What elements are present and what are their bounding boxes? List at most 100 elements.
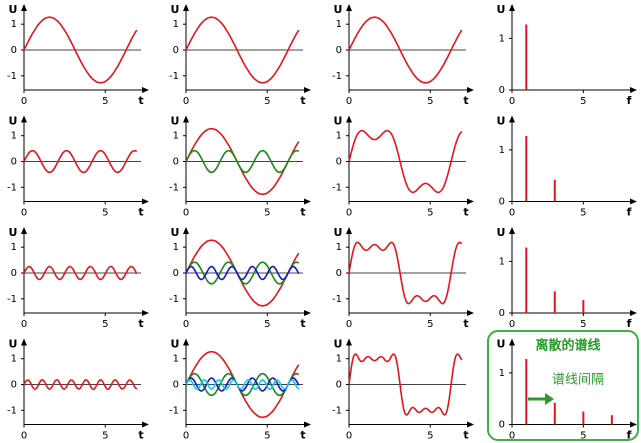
x-axis-arrow xyxy=(630,87,637,93)
line xyxy=(23,149,138,174)
x-axis-label: t xyxy=(300,206,305,219)
x-axis-arrow xyxy=(467,421,474,428)
y-axis-label: U xyxy=(9,226,18,239)
x-axis-arrow xyxy=(630,421,637,428)
y-axis-arrow xyxy=(346,338,352,346)
y-axis-arrow xyxy=(183,227,189,234)
y-tick-label: -1 xyxy=(7,71,17,82)
y-tick-label: -1 xyxy=(169,405,179,416)
y-tick-label: 0 xyxy=(173,268,179,279)
x-axis-arrow xyxy=(142,198,149,205)
y-tick-label: -1 xyxy=(7,294,17,305)
x-tick-label: 0 xyxy=(346,208,352,219)
y-tick-label: 1 xyxy=(336,242,342,253)
x-tick-label: 0 xyxy=(509,319,515,330)
x-axis-arrow xyxy=(467,310,474,316)
x-tick-label: 0 xyxy=(346,431,352,442)
y-axis-label: U xyxy=(171,115,180,128)
x-tick-label: 5 xyxy=(580,431,586,442)
spacing-arrow xyxy=(528,393,554,405)
y-axis-arrow xyxy=(21,338,27,346)
x-axis-arrow xyxy=(304,421,311,428)
x-axis-label: t xyxy=(300,317,305,330)
y-tick-label: 1 xyxy=(173,19,179,30)
y-axis-arrow xyxy=(509,115,515,123)
x-axis-label: t xyxy=(300,94,305,107)
y-tick-label: -1 xyxy=(332,405,342,416)
x-axis-label: t xyxy=(463,206,468,219)
x-axis-label: t xyxy=(300,429,305,442)
y-axis-label: U xyxy=(334,338,343,351)
y-tick-label: 0 xyxy=(173,157,179,168)
y-axis-label: U xyxy=(171,338,180,351)
y-tick-label: -1 xyxy=(169,294,179,305)
y-axis-arrow xyxy=(346,4,352,11)
y-tick-label: 1 xyxy=(499,33,505,44)
x-axis-arrow xyxy=(467,87,474,93)
x-axis-label: t xyxy=(463,429,468,442)
x-tick-label: 5 xyxy=(580,319,586,330)
y-axis-label: U xyxy=(171,226,180,239)
x-axis-arrow xyxy=(304,310,311,316)
y-axis-label: U xyxy=(9,115,18,128)
x-tick-label: 5 xyxy=(102,431,108,442)
x-axis-label: t xyxy=(138,206,143,219)
line xyxy=(348,129,463,194)
y-tick-label: 0 xyxy=(11,380,17,391)
line xyxy=(185,16,300,84)
y-tick-label: 0 xyxy=(173,45,179,56)
y-tick-label: 1 xyxy=(173,131,179,142)
y-tick-label: 0 xyxy=(499,308,505,319)
x-axis-arrow xyxy=(630,310,637,316)
y-tick-label: 0 xyxy=(11,157,17,168)
line xyxy=(23,16,138,84)
x-axis-label: f xyxy=(627,317,632,330)
line xyxy=(185,239,300,307)
line xyxy=(185,149,300,174)
x-axis-label: f xyxy=(627,429,632,442)
y-axis-arrow xyxy=(509,227,515,234)
y-axis-label: U xyxy=(497,3,506,16)
y-tick-label: -1 xyxy=(332,71,342,82)
y-tick-label: 0 xyxy=(11,45,17,56)
y-axis-arrow xyxy=(183,4,189,11)
y-tick-label: -1 xyxy=(7,182,17,193)
line xyxy=(348,16,463,84)
x-axis-label: t xyxy=(138,429,143,442)
x-tick-label: 0 xyxy=(21,208,27,219)
x-tick-label: 0 xyxy=(183,208,189,219)
y-tick-label: 1 xyxy=(11,19,17,30)
x-axis-label: t xyxy=(463,317,468,330)
x-tick-label: 5 xyxy=(264,319,270,330)
x-axis-arrow xyxy=(142,310,149,316)
y-axis-label: U xyxy=(334,3,343,16)
y-tick-label: -1 xyxy=(332,182,342,193)
annotation: 谱线间隔 xyxy=(552,373,604,388)
line xyxy=(348,353,463,416)
y-axis-label: U xyxy=(9,3,18,16)
line xyxy=(23,379,138,390)
x-axis-arrow xyxy=(304,87,311,93)
x-axis-arrow xyxy=(142,421,149,428)
y-axis-arrow xyxy=(509,4,515,11)
y-tick-label: 0 xyxy=(336,157,342,168)
y-tick-label: 1 xyxy=(173,242,179,253)
x-axis-arrow xyxy=(142,87,149,93)
y-tick-label: 1 xyxy=(11,354,17,365)
x-tick-label: 5 xyxy=(102,96,108,107)
line xyxy=(23,265,138,281)
y-tick-label: 0 xyxy=(11,268,17,279)
x-tick-label: 5 xyxy=(580,208,586,219)
x-tick-label: 0 xyxy=(346,96,352,107)
y-tick-label: 1 xyxy=(336,354,342,365)
y-tick-label: 0 xyxy=(173,380,179,391)
y-tick-label: 0 xyxy=(499,197,505,208)
y-tick-label: 0 xyxy=(336,380,342,391)
y-tick-label: 0 xyxy=(499,85,505,96)
x-tick-label: 5 xyxy=(102,319,108,330)
y-axis-label: U xyxy=(497,338,506,351)
y-axis-arrow xyxy=(183,115,189,123)
x-tick-label: 0 xyxy=(346,319,352,330)
